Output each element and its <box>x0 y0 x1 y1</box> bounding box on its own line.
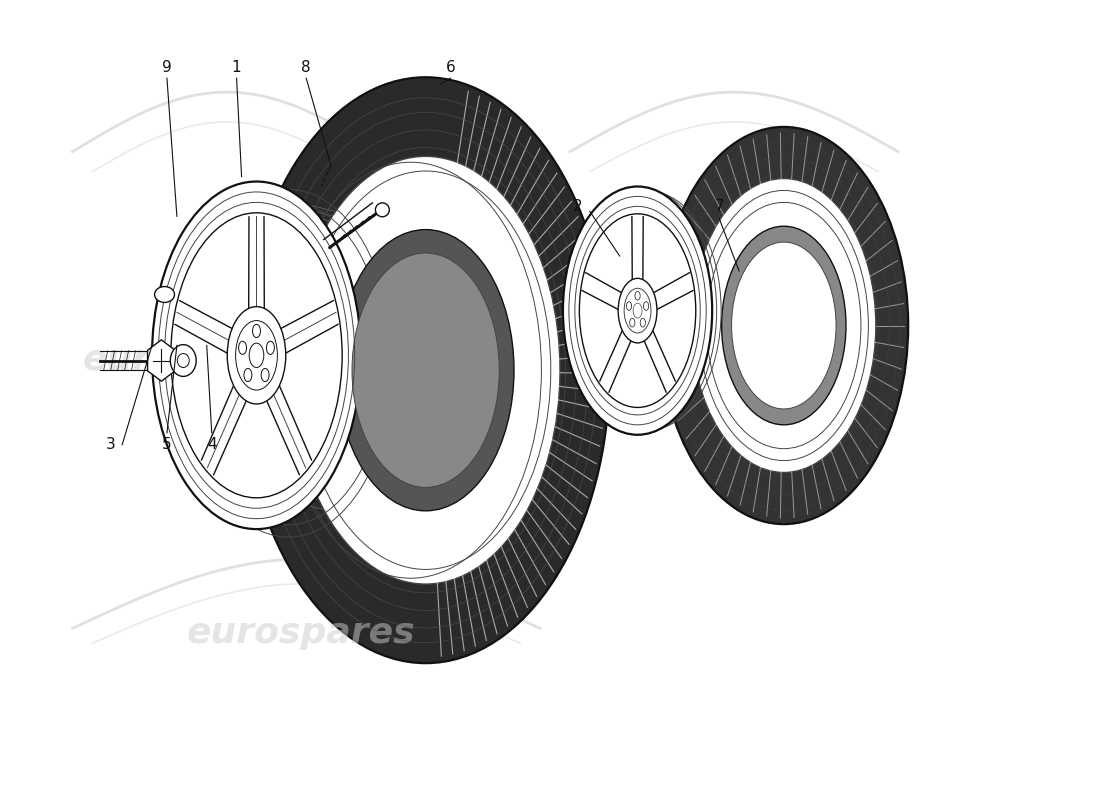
Ellipse shape <box>250 343 264 367</box>
Ellipse shape <box>618 278 657 343</box>
Ellipse shape <box>644 302 649 310</box>
Ellipse shape <box>239 341 246 354</box>
Ellipse shape <box>235 321 277 390</box>
Ellipse shape <box>640 318 646 327</box>
Text: 2: 2 <box>573 199 583 214</box>
Ellipse shape <box>228 306 286 404</box>
Text: 3: 3 <box>106 437 116 452</box>
Ellipse shape <box>732 242 836 409</box>
Ellipse shape <box>692 178 876 473</box>
Ellipse shape <box>170 345 196 377</box>
Ellipse shape <box>375 203 389 217</box>
Ellipse shape <box>244 368 252 382</box>
Ellipse shape <box>635 291 640 300</box>
Text: 4: 4 <box>207 437 217 452</box>
Ellipse shape <box>352 253 499 487</box>
Ellipse shape <box>624 288 651 333</box>
Ellipse shape <box>626 302 631 310</box>
Ellipse shape <box>155 286 175 302</box>
Ellipse shape <box>177 354 189 367</box>
Text: 1: 1 <box>232 60 241 75</box>
Ellipse shape <box>629 318 635 327</box>
Ellipse shape <box>253 324 261 338</box>
Ellipse shape <box>261 368 270 382</box>
Text: 5: 5 <box>162 437 172 452</box>
Text: 8: 8 <box>301 60 311 75</box>
Ellipse shape <box>152 182 361 529</box>
Text: eurospares: eurospares <box>187 616 416 650</box>
Polygon shape <box>147 340 175 381</box>
Ellipse shape <box>634 303 642 318</box>
Text: eurospares: eurospares <box>82 343 311 378</box>
Ellipse shape <box>338 230 514 511</box>
Ellipse shape <box>170 213 342 498</box>
Text: eurospares: eurospares <box>605 343 834 378</box>
Ellipse shape <box>563 186 712 434</box>
Ellipse shape <box>659 127 909 524</box>
Ellipse shape <box>580 214 696 407</box>
Ellipse shape <box>292 156 560 584</box>
Text: 9: 9 <box>162 60 172 75</box>
Ellipse shape <box>266 341 274 354</box>
Ellipse shape <box>242 78 609 663</box>
Text: 7: 7 <box>714 199 724 214</box>
Ellipse shape <box>722 226 846 425</box>
Text: 6: 6 <box>446 60 455 75</box>
